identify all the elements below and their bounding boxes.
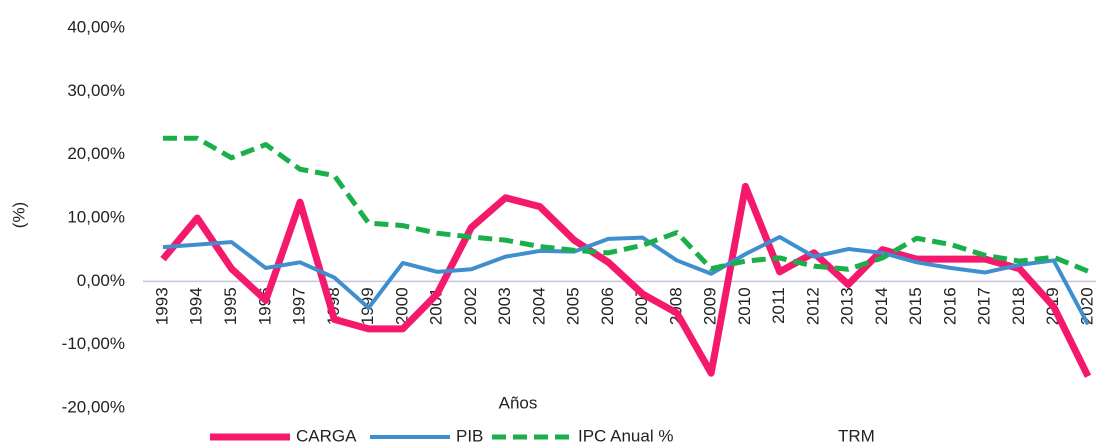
x-tick-label: 2016 — [940, 287, 959, 325]
x-tick-label: 1993 — [152, 287, 171, 325]
x-tick-label: 2018 — [1009, 287, 1028, 325]
y-tick-label: -10,00% — [62, 334, 125, 353]
legend-label: IPC Anual % — [578, 426, 673, 445]
x-tick-label: 2012 — [803, 287, 822, 325]
y-tick-label: -20,00% — [62, 397, 125, 416]
y-tick-label: 30,00% — [67, 81, 125, 100]
x-tick-label: 2014 — [872, 287, 891, 325]
series-line — [162, 235, 1090, 326]
x-tick-label: 2010 — [735, 287, 754, 325]
y-tick-label: 40,00% — [67, 17, 125, 36]
legend-label: CARGA — [296, 426, 357, 445]
x-tick-label: 2011 — [769, 287, 788, 324]
x-tick-label: 1997 — [290, 287, 309, 325]
x-tick-label: 2002 — [461, 287, 480, 325]
x-tick-label: 1994 — [187, 287, 206, 325]
y-tick-label: 20,00% — [67, 144, 125, 163]
x-tick-label: 2004 — [529, 287, 548, 325]
legend-label: TRM — [838, 426, 875, 445]
x-tick-label: 2009 — [701, 287, 720, 325]
legend-label: PIB — [456, 426, 483, 445]
x-axis-title: Años — [499, 393, 538, 412]
y-tick-label: 0,00% — [77, 271, 125, 290]
y-axis-title: (%) — [9, 202, 28, 228]
x-tick-label: 1995 — [221, 287, 240, 325]
x-tick-label: 2013 — [838, 287, 857, 325]
x-tick-label: 2005 — [564, 287, 583, 325]
x-tick-label: 2015 — [906, 287, 925, 325]
x-tick-label: 2017 — [975, 287, 994, 325]
y-tick-label: 10,00% — [67, 207, 125, 226]
x-tick-label: 2003 — [495, 287, 514, 325]
series-line — [160, 182, 1092, 378]
x-tick-label: 2006 — [598, 287, 617, 325]
x-tick-label: 2000 — [392, 287, 411, 325]
series-line — [163, 135, 1089, 274]
